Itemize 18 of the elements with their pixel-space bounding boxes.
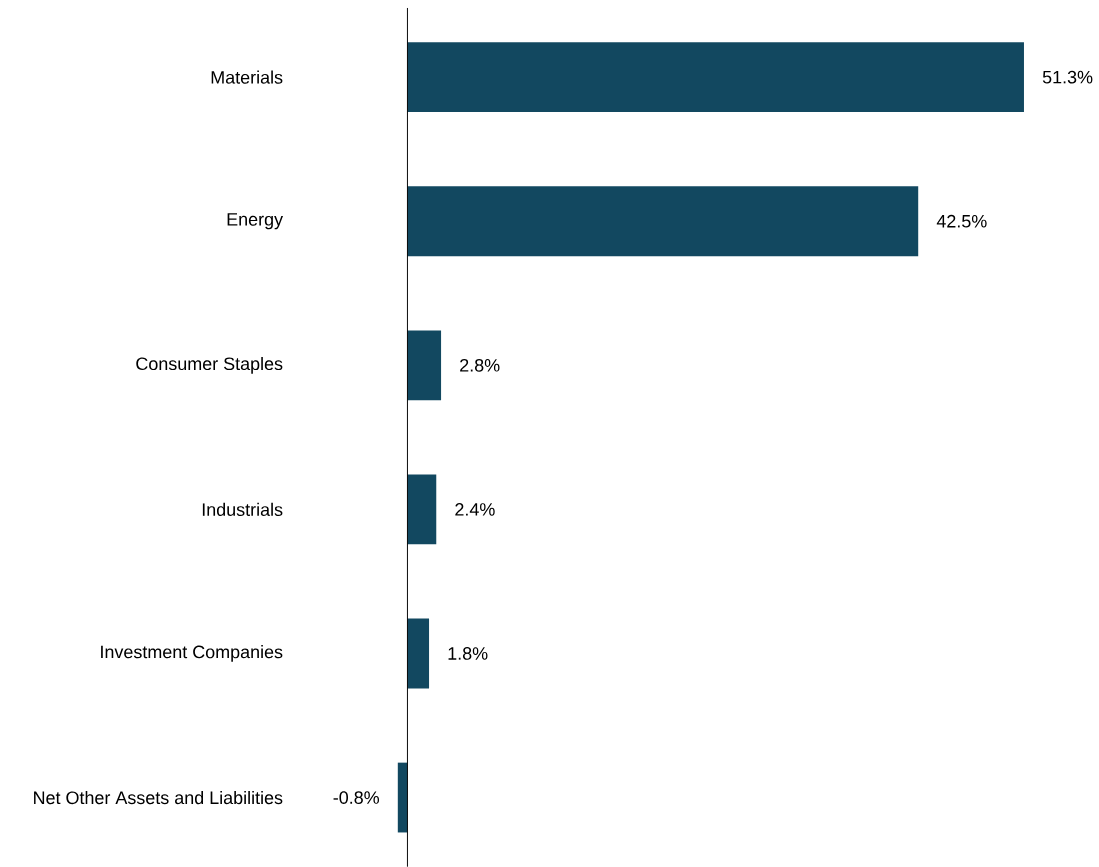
y-tick-label: Materials xyxy=(211,70,283,84)
y-tick-label: Energy xyxy=(227,213,284,230)
data-label: 51.3% xyxy=(1042,70,1093,84)
bar xyxy=(397,762,408,833)
data-label: 42.5% xyxy=(936,214,987,228)
y-tick-label: Consumer Staples xyxy=(136,356,283,374)
data-label: 1.8% xyxy=(448,647,488,660)
y-tick-label: Investment Companies xyxy=(101,645,283,662)
bar xyxy=(407,618,430,689)
data-label: 2.4% xyxy=(455,502,495,516)
data-label: -0.8% xyxy=(333,791,380,804)
bar xyxy=(407,330,442,401)
data-label: 2.8% xyxy=(460,358,500,372)
y-tick-label: Net Other Assets and Liabilities xyxy=(34,790,283,805)
bar xyxy=(407,186,919,257)
bar xyxy=(407,474,437,545)
y-tick-label: Industrials xyxy=(202,502,283,516)
bar xyxy=(407,42,1024,112)
